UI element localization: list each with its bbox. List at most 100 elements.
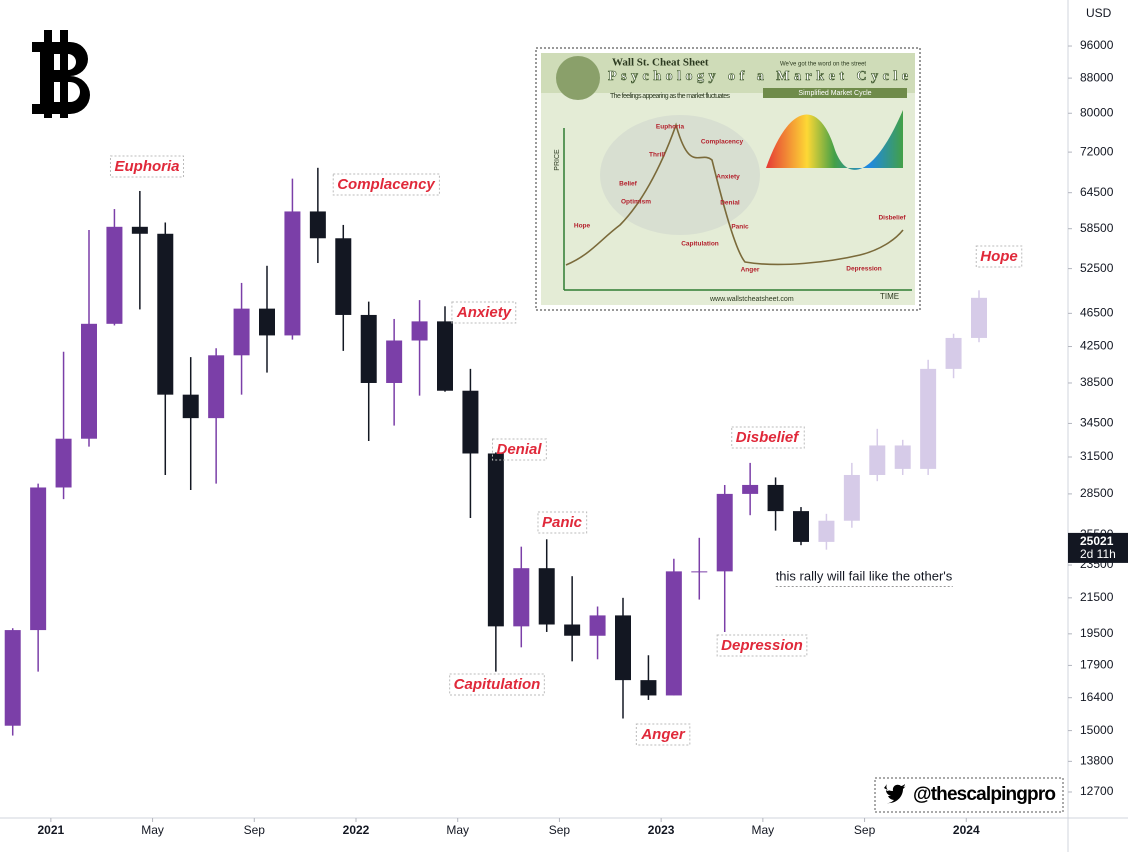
annotation-box <box>449 673 545 696</box>
y-tick-label: 72000 <box>1080 144 1114 158</box>
candle-body <box>513 568 530 627</box>
candle-body <box>538 568 555 625</box>
annotation-box <box>537 511 588 534</box>
last-price-box <box>1068 532 1128 563</box>
inset-url: www.wallstcheatsheet.com <box>709 296 794 303</box>
inset-watermark <box>600 115 760 235</box>
candle-body <box>716 493 733 572</box>
y-tick-label: 28500 <box>1080 486 1114 500</box>
credit-box: @thescalpingpro <box>874 777 1064 813</box>
y-tick-label: 16400 <box>1080 690 1114 704</box>
x-tick-label: Sep <box>854 823 876 837</box>
y-tick-label: 42500 <box>1080 339 1114 353</box>
candle-body <box>437 321 453 391</box>
inset-market-line <box>565 122 904 266</box>
y-tick-label: 21500 <box>1080 590 1114 604</box>
candle-body <box>793 511 809 542</box>
inset-header <box>541 53 915 93</box>
candle-body <box>894 445 911 469</box>
candle-body <box>920 368 937 469</box>
note: this rally will fail like the other's <box>776 568 953 583</box>
candle-body <box>945 337 962 369</box>
annotation: Anxiety <box>456 304 512 321</box>
y-tick-label: 19500 <box>1080 626 1114 640</box>
y-tick-label: 17900 <box>1080 658 1114 672</box>
candle-body <box>4 630 21 726</box>
annotation-box <box>731 426 805 449</box>
y-tick-label: 88000 <box>1080 70 1114 84</box>
y-tick-label: 64500 <box>1080 185 1114 199</box>
inset-tagline: We've got the word on the street <box>780 62 866 68</box>
candle-body <box>259 308 275 336</box>
candle-body <box>182 394 199 419</box>
inset-subtitle: The feelings appearing as the market flu… <box>610 93 731 100</box>
candle-body <box>30 487 47 631</box>
inset-stage: Anger <box>741 267 760 274</box>
inset-cycle-curve <box>766 110 903 170</box>
y-tick-label: 58500 <box>1080 221 1114 235</box>
candle-body <box>640 680 657 696</box>
annotation: Capitulation <box>454 676 541 693</box>
candle-body <box>55 438 72 488</box>
inset-stage: Panic <box>731 224 749 231</box>
candle-body <box>869 445 886 475</box>
candle-body <box>81 323 97 439</box>
inset-panel-header <box>763 88 907 98</box>
y-tick-label: 12700 <box>1080 784 1114 798</box>
inset-stage: Complacency <box>701 139 744 146</box>
inset-stage: Disbelief <box>878 215 906 222</box>
inset-time-label: TIME <box>880 292 899 301</box>
annotation: Disbelief <box>736 429 801 446</box>
candle-body <box>691 571 708 573</box>
inset-stage: Optimism <box>621 199 651 206</box>
x-tick-label: 2024 <box>953 823 980 837</box>
inset-price-label: PRICE <box>554 149 561 171</box>
credit-handle: @thescalpingpro <box>913 784 1056 805</box>
y-tick-label: 31500 <box>1080 449 1114 463</box>
inset-stage: Belief <box>619 181 638 188</box>
annotation-box <box>332 173 440 196</box>
candle-body <box>462 390 479 454</box>
candle-body <box>767 484 784 512</box>
x-tick-label: 2022 <box>343 823 370 837</box>
annotation: Anger <box>640 726 686 743</box>
inset-stage: Euphoria <box>656 124 685 131</box>
y-tick-label: 46500 <box>1080 306 1114 320</box>
inset-title: Psychology of a Market Cycle <box>608 69 908 84</box>
candle-body <box>487 453 504 627</box>
countdown: 2d 11h <box>1080 547 1116 561</box>
annotation: Panic <box>542 514 583 531</box>
annotation: Hope <box>980 248 1018 265</box>
inset-stage: Hope <box>574 223 591 230</box>
annotation-box <box>109 155 185 178</box>
y-tick-label: 52500 <box>1080 261 1114 275</box>
bitcoin-logo <box>32 30 90 118</box>
currency-label: USD <box>1086 6 1112 20</box>
candle-body <box>564 624 581 636</box>
annotation: Complacency <box>337 176 435 193</box>
candle-body <box>131 226 148 234</box>
candle-body <box>615 615 631 681</box>
inset-stage: Denial <box>720 200 740 207</box>
candle-body <box>157 233 174 395</box>
y-tick-label: 38500 <box>1080 375 1114 389</box>
y-tick-label: 96000 <box>1080 38 1114 52</box>
candle-body <box>208 355 225 419</box>
candle-body <box>742 484 759 494</box>
annotation: Depression <box>721 637 803 654</box>
candle-body <box>589 615 606 636</box>
inset-stage: Capitulation <box>681 241 719 248</box>
annotation-box <box>716 634 808 657</box>
y-tick-label: 15000 <box>1080 723 1114 737</box>
candle-body <box>818 520 835 542</box>
inset-emblem <box>556 56 600 100</box>
candle-body <box>665 571 682 696</box>
y-tick-label: 80000 <box>1080 105 1114 119</box>
inset-stage: Depression <box>846 266 881 273</box>
inset-image: Wall St. Cheat Sheet We've got the word … <box>535 47 921 311</box>
x-tick-label: May <box>752 823 775 837</box>
candle-body <box>386 340 403 383</box>
y-tick-label: 13800 <box>1080 754 1114 768</box>
